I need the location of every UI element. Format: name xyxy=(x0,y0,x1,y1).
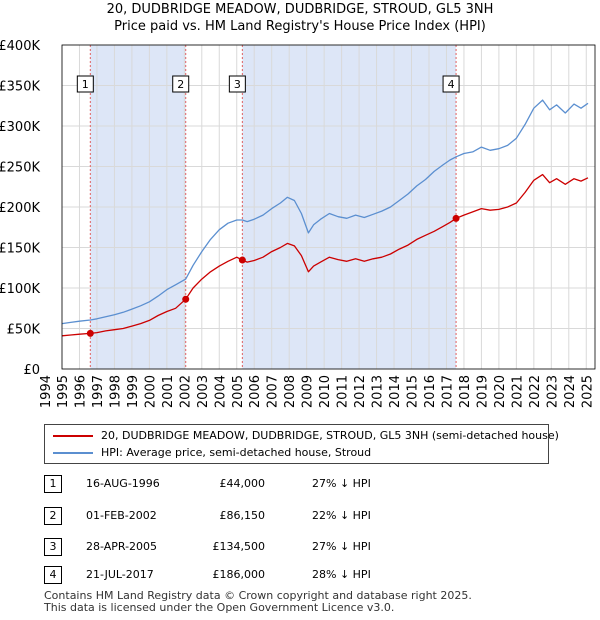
sale-date: 01-FEB-2002 xyxy=(86,509,157,522)
sale-number: 2 xyxy=(44,507,62,525)
y-tick-label: £400K xyxy=(0,39,40,54)
sale-hpi-diff: 28% ↓ HPI xyxy=(312,568,371,581)
x-tick-label: 2005 xyxy=(231,375,246,408)
x-tick-label: 2018 xyxy=(458,375,473,408)
x-tick-label: 1999 xyxy=(126,375,141,408)
plot-frame xyxy=(61,44,596,370)
x-tick-label: 2024 xyxy=(563,375,578,408)
x-tick-label: 1997 xyxy=(91,375,106,408)
sale-row: 2 01-FEB-2002 £86,150 22% ↓ HPI xyxy=(0,507,600,527)
x-axis-ticks: 1994 1995 1996 1997 1998 1999 2000 2001 2002 2003… xyxy=(39,375,595,408)
price-chart: 1 2 3 4 £0 £50K £100K £150K £200K £250K £300K £350… xyxy=(0,39,596,408)
sale-number-box xyxy=(76,75,94,93)
sale-hpi-diff: 27% ↓ HPI xyxy=(312,477,371,490)
property-price-line xyxy=(61,173,589,337)
x-tick-label: 2017 xyxy=(440,375,455,408)
sale-number: 4 xyxy=(44,566,62,584)
y-axis-ticks: £0 £50K £100K £150K £200K £250K £300K £350K £400… xyxy=(0,39,40,378)
x-tick-label: 2008 xyxy=(283,375,298,408)
y-tick-label: £250K xyxy=(0,161,40,176)
x-tick-label: 1996 xyxy=(73,375,88,408)
chart-title: 20, DUDBRIDGE MEADOW, DUDBRIDGE, STROUD,… xyxy=(106,2,494,17)
x-tick-label: 2012 xyxy=(353,375,368,408)
x-tick-label: 2010 xyxy=(318,375,333,408)
x-tick-label: 2007 xyxy=(266,375,281,408)
sale-point xyxy=(86,329,94,337)
x-tick-label: 2006 xyxy=(248,375,263,408)
y-tick-label: £200K xyxy=(0,201,40,216)
sale-hpi-diff: 22% ↓ HPI xyxy=(312,509,371,522)
legend-label-property: 20, DUDBRIDGE MEADOW, DUDBRIDGE, STROUD,… xyxy=(101,429,559,442)
series-lines xyxy=(61,99,589,337)
x-tick-label: 2011 xyxy=(336,375,351,408)
sale-price: £186,000 xyxy=(212,568,266,581)
x-tick-label: 2020 xyxy=(493,375,508,408)
sale-row: 3 28-APR-2005 £134,500 27% ↓ HPI xyxy=(0,538,600,558)
x-tick-label: 2016 xyxy=(423,375,438,408)
y-tick-label: £150K xyxy=(0,242,40,257)
sale-number-labels: 1 2 3 4 xyxy=(76,75,460,93)
legend-swatch-property xyxy=(53,435,93,437)
chart-subtitle: Price paid vs. HM Land Registry's House … xyxy=(114,19,486,34)
footer-licence: This data is licensed under the Open Gov… xyxy=(44,601,395,614)
sale-number-box xyxy=(172,75,190,93)
sale-date: 21-JUL-2017 xyxy=(86,568,154,581)
x-tick-label: 2001 xyxy=(161,375,176,408)
sale-number-label: 3 xyxy=(234,78,241,91)
x-tick-label: 2023 xyxy=(545,375,560,408)
hpi-line xyxy=(61,99,589,325)
sale-price: £44,000 xyxy=(219,477,266,490)
legend: 20, DUDBRIDGE MEADOW, DUDBRIDGE, STROUD,… xyxy=(44,424,559,464)
y-tick-label: £50K xyxy=(7,323,41,338)
sale-number-box xyxy=(228,75,246,93)
x-tick-label: 2025 xyxy=(580,375,595,408)
x-tick-label: 2003 xyxy=(196,375,211,408)
x-tick-label: 2013 xyxy=(371,375,386,408)
sale-number: 1 xyxy=(44,475,62,493)
x-tick-label: 2021 xyxy=(510,375,525,408)
legend-label-hpi: HPI: Average price, semi-detached house,… xyxy=(101,446,372,459)
sale-hpi-diff: 27% ↓ HPI xyxy=(312,540,371,553)
y-tick-label: £100K xyxy=(0,282,40,297)
x-tick-label: 2002 xyxy=(178,375,193,408)
footer-copyright: Contains HM Land Registry data © Crown c… xyxy=(44,589,472,602)
x-tick-label: 2015 xyxy=(406,375,421,408)
x-tick-label: 2004 xyxy=(213,375,228,408)
x-tick-label: 2009 xyxy=(301,375,316,408)
sale-point xyxy=(452,214,460,222)
sale-price: £134,500 xyxy=(212,540,266,553)
sale-point xyxy=(238,256,246,264)
sale-date: 16-AUG-1996 xyxy=(86,477,160,490)
x-tick-label: 2022 xyxy=(528,375,543,408)
axes xyxy=(61,44,596,370)
y-tick-label: £350K xyxy=(0,80,40,95)
sale-number-label: 4 xyxy=(448,78,455,91)
sale-number-box xyxy=(442,75,460,93)
x-tick-label: 1998 xyxy=(108,375,123,408)
sale-price: £86,150 xyxy=(219,509,266,522)
sale-point xyxy=(182,295,190,303)
sale-points xyxy=(86,214,460,337)
x-tick-label: 1995 xyxy=(56,375,71,408)
legend-swatch-hpi xyxy=(53,452,93,454)
sale-row: 1 16-AUG-1996 £44,000 27% ↓ HPI xyxy=(0,475,600,495)
x-tick-label: 2019 xyxy=(475,375,490,408)
y-tick-label: £0 xyxy=(23,363,40,378)
sale-marker-lines xyxy=(89,45,457,369)
x-tick-label: 1994 xyxy=(39,375,54,408)
x-tick-label: 2014 xyxy=(388,375,403,408)
y-tick-label: £300K xyxy=(0,120,40,135)
sale-number: 3 xyxy=(44,538,62,556)
sale-number-label: 2 xyxy=(177,78,184,91)
sale-date: 28-APR-2005 xyxy=(86,540,158,553)
x-tick-label: 2000 xyxy=(143,375,158,408)
sale-row: 4 21-JUL-2017 £186,000 28% ↓ HPI xyxy=(0,566,600,586)
sale-number-label: 1 xyxy=(82,78,89,91)
